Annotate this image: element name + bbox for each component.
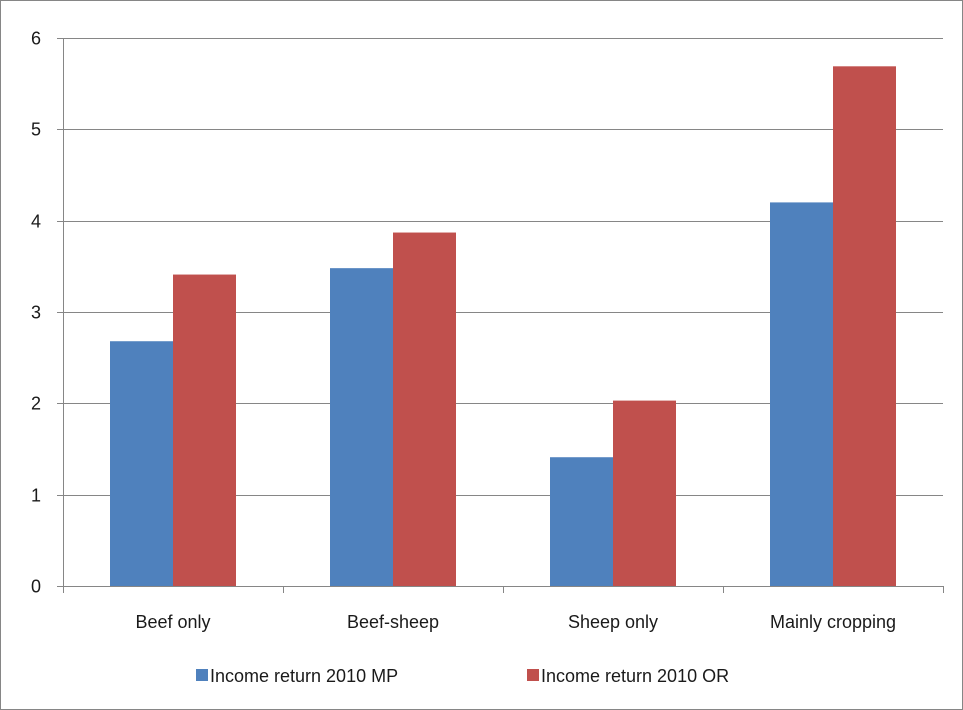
bars — [110, 66, 896, 587]
legend-swatch — [527, 669, 539, 681]
y-tick-label: 1 — [31, 486, 41, 506]
x-tick-label: Beef-sheep — [347, 612, 439, 632]
y-tick-label: 0 — [31, 577, 41, 597]
y-tick-label: 2 — [31, 394, 41, 414]
tick-labels: 0 1 2 3 4 5 6 Beef only Beef-sheep Sheep only Main… — [31, 29, 896, 633]
bar — [550, 457, 613, 586]
legend-swatch — [196, 669, 208, 681]
bar — [173, 274, 236, 586]
bar — [330, 268, 393, 586]
x-tick-label: Beef only — [135, 612, 210, 632]
x-tick-label: Sheep only — [568, 612, 658, 632]
bar — [833, 66, 896, 586]
legend: Income return 2010 MP Income return 2010 … — [196, 666, 729, 686]
bar — [110, 341, 173, 586]
legend-label: Income return 2010 MP — [210, 666, 398, 686]
legend-label: Income return 2010 OR — [541, 666, 729, 686]
y-tick-label: 5 — [31, 120, 41, 140]
bar — [613, 400, 676, 586]
x-tick-label: Mainly cropping — [770, 612, 896, 632]
bar — [393, 232, 456, 587]
bar — [770, 202, 833, 586]
y-tick-label: 6 — [31, 29, 41, 49]
y-tick-label: 3 — [31, 303, 41, 323]
axes — [57, 38, 944, 593]
y-tick-label: 4 — [31, 212, 41, 232]
